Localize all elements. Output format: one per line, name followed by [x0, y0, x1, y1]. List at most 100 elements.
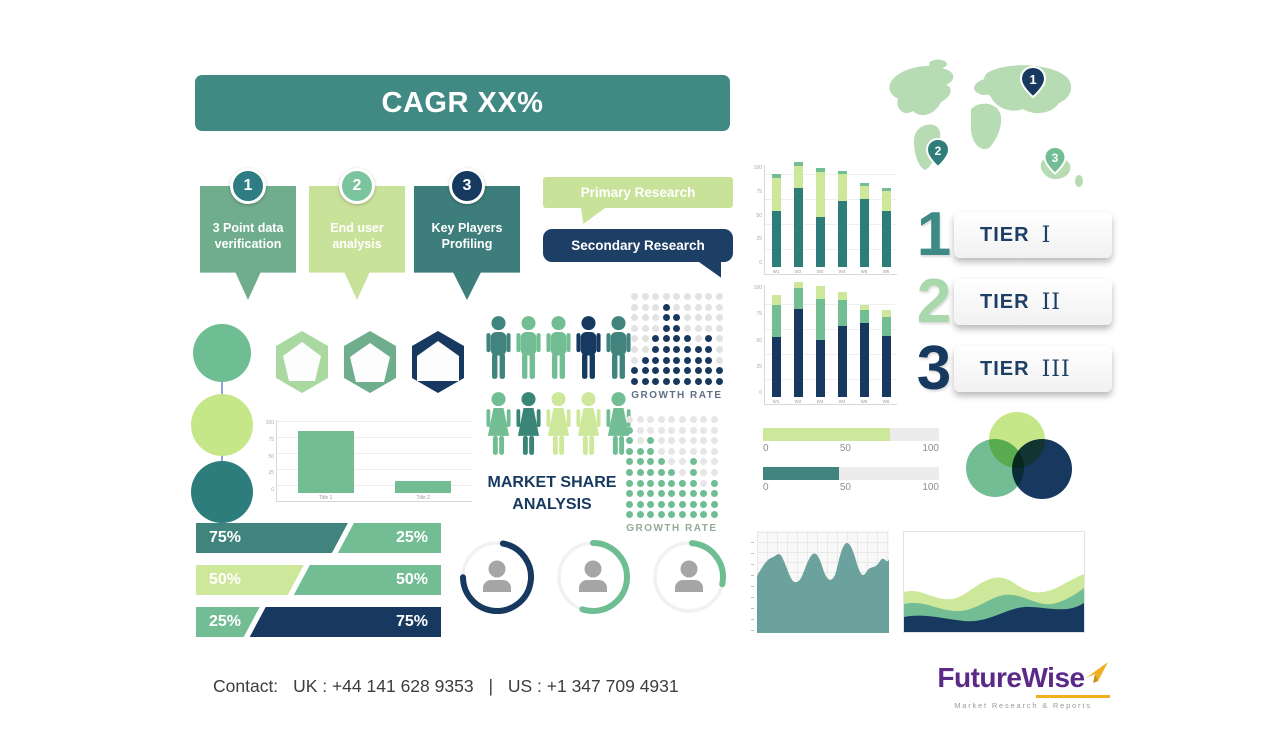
dot	[626, 468, 633, 476]
bar-W5: W5	[859, 285, 869, 404]
dot	[657, 437, 665, 445]
dot	[678, 437, 686, 445]
dot	[631, 335, 638, 343]
dot	[694, 345, 702, 353]
tier-3-card: TIER III	[954, 346, 1112, 392]
primary-research-label: Primary Research	[580, 185, 696, 200]
dot	[647, 437, 655, 445]
dot	[631, 303, 638, 311]
dot	[689, 416, 697, 423]
split-right: 25%	[337, 523, 441, 553]
y-tick: 50	[268, 453, 274, 460]
logo-underline	[1036, 695, 1110, 698]
bar-segment	[859, 183, 869, 187]
dot	[668, 500, 676, 508]
dot	[657, 426, 665, 434]
bar-segment	[793, 281, 803, 289]
dot	[626, 479, 633, 487]
dot	[657, 511, 665, 519]
dot	[641, 324, 649, 332]
bar-W3: W3	[815, 285, 825, 404]
dot	[647, 447, 655, 455]
dot	[647, 490, 655, 498]
dot	[652, 314, 660, 322]
cagr-label: CAGR XX%	[381, 86, 544, 119]
dot	[683, 314, 691, 322]
hexagon-light-green	[276, 331, 328, 393]
bar-W4: W4	[837, 165, 847, 274]
bar	[297, 430, 354, 493]
dot	[657, 490, 665, 498]
dot	[689, 490, 697, 498]
secondary-research-bubble: Secondary Research	[543, 229, 733, 262]
dot	[683, 335, 691, 343]
dot	[694, 377, 702, 385]
dot	[626, 437, 633, 445]
dot	[673, 356, 681, 364]
cagr-banner: CAGR XX%	[195, 75, 730, 131]
dot	[652, 367, 660, 375]
dot	[647, 458, 655, 466]
contact-bar: Contact: UK : +44 141 628 9353 | US : +1…	[213, 676, 689, 697]
person-icon	[675, 560, 703, 592]
bar-W3: W3	[815, 165, 825, 274]
dot	[705, 377, 713, 385]
bar-segment	[793, 309, 803, 397]
weekly-stacked-chart-top: 100 75 50 25 0 W1 W2 W3 W4 W5 W6	[752, 161, 897, 275]
tier-list: 1 TIER I 2 TIER II 3 TIER III	[908, 203, 1112, 404]
bar-segment	[771, 178, 781, 212]
world-map: 1 2 3	[889, 59, 1083, 187]
dot	[678, 416, 686, 423]
dot	[689, 426, 697, 434]
dot	[657, 458, 665, 466]
person-icon	[483, 560, 511, 592]
y-tick: 75	[268, 436, 274, 443]
x-tick: W6	[882, 269, 890, 274]
tier-3-number: 3	[916, 334, 952, 403]
dot	[641, 367, 649, 375]
man-icon	[514, 313, 543, 389]
tier-label: TIER	[980, 223, 1030, 246]
dot	[668, 426, 676, 434]
two-bar-chart: 100 75 50 25 0 Title 1 Title 2	[264, 420, 472, 502]
tier-numeral: III	[1041, 356, 1071, 382]
dot	[700, 426, 708, 434]
x-tick: W5	[860, 269, 868, 274]
dot	[710, 500, 718, 508]
dot	[662, 335, 670, 343]
dot	[710, 437, 718, 445]
dot	[715, 324, 723, 332]
dot	[668, 490, 676, 498]
ribbon-label: 3 Point data verification	[212, 221, 284, 252]
dot	[668, 468, 676, 476]
dot	[700, 447, 708, 455]
dot	[662, 345, 670, 353]
dot	[657, 447, 665, 455]
dot	[715, 314, 723, 322]
woman-icon	[544, 391, 573, 463]
progress-ticks: 0 50 100	[763, 482, 939, 493]
dot	[641, 314, 649, 322]
dot	[710, 458, 718, 466]
mountain-y-ticks	[751, 533, 754, 631]
contact-us-phone: US : +1 347 709 4931	[507, 676, 679, 696]
dot	[689, 447, 697, 455]
dot	[631, 345, 638, 353]
x-tick: Title 2	[416, 495, 430, 501]
split-bar-row: 75% 25%	[196, 523, 441, 553]
dot	[626, 490, 633, 498]
map-pin-2: 2	[925, 137, 951, 169]
tier-1-number: 1	[916, 200, 952, 269]
dot	[647, 416, 655, 423]
dot	[683, 377, 691, 385]
dot	[652, 293, 660, 300]
dot	[694, 324, 702, 332]
dot	[689, 479, 697, 487]
dot	[705, 324, 713, 332]
bar-segment	[859, 310, 869, 323]
green-circle	[193, 324, 251, 382]
dot	[700, 458, 708, 466]
person-gauge	[556, 540, 630, 614]
split-left: 75%	[196, 523, 348, 553]
